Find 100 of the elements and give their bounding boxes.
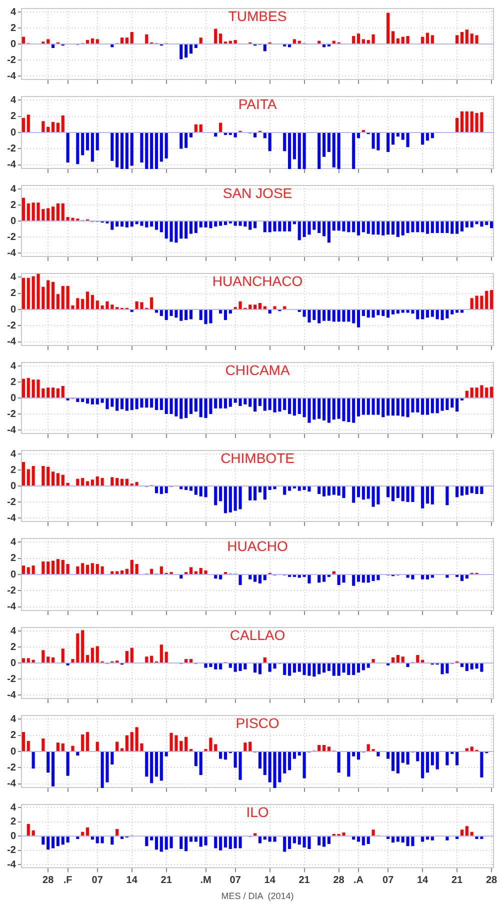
- y-tick-label: -4: [7, 248, 16, 259]
- x-tick-label: 21: [451, 874, 464, 886]
- bar: [460, 575, 464, 581]
- y-tick-label: 0: [10, 830, 16, 842]
- bar: [194, 44, 198, 48]
- bar: [61, 286, 64, 309]
- bar: [263, 575, 266, 580]
- bar: [56, 388, 60, 398]
- bar: [56, 473, 60, 486]
- bar: [96, 39, 99, 44]
- bar: [180, 486, 183, 490]
- bar: [352, 752, 356, 756]
- y-tick-label: 0: [10, 304, 16, 316]
- bar: [396, 752, 400, 774]
- bar: [263, 44, 266, 52]
- bar: [189, 133, 193, 138]
- bar: [96, 133, 99, 150]
- y-tick-label: -2: [7, 320, 16, 332]
- bar: [184, 44, 188, 58]
- bar: [430, 836, 434, 840]
- bar: [189, 836, 193, 842]
- bar: [465, 486, 468, 495]
- y-tick-label: 4: [10, 272, 16, 283]
- bar: [436, 752, 439, 770]
- bar: [362, 310, 365, 316]
- bar: [96, 476, 99, 486]
- bar: [426, 486, 430, 504]
- bar: [263, 398, 266, 411]
- bar: [86, 133, 90, 150]
- y-tick-label: 4: [10, 536, 16, 548]
- bar: [318, 745, 321, 751]
- bar: [283, 222, 286, 232]
- bar: [56, 836, 60, 846]
- bar: [180, 740, 183, 751]
- bar: [283, 664, 286, 675]
- bar: [318, 575, 321, 583]
- bar: [22, 118, 25, 132]
- bar: [184, 836, 188, 852]
- bar: [396, 398, 400, 416]
- bar: [332, 664, 336, 676]
- bar: [337, 752, 340, 773]
- bar: [90, 480, 94, 486]
- chart-title: CALLAO: [230, 626, 286, 643]
- bar: [96, 836, 99, 844]
- bar: [66, 752, 70, 776]
- bar: [145, 222, 148, 228]
- chart-title: SAN JOSE: [222, 184, 292, 201]
- bar: [298, 486, 301, 491]
- bar: [145, 34, 148, 44]
- bar: [288, 398, 292, 414]
- bar: [130, 648, 134, 662]
- bar: [456, 486, 459, 498]
- bar: [254, 664, 257, 673]
- x-tick-label: 28: [42, 874, 54, 886]
- bar: [71, 746, 74, 751]
- bar: [456, 118, 459, 132]
- bar: [96, 742, 99, 751]
- bar: [254, 833, 257, 836]
- x-tick-label: 21: [298, 874, 310, 886]
- bar: [184, 310, 188, 320]
- bar: [258, 836, 262, 844]
- bar: [352, 222, 356, 232]
- bar: [90, 294, 94, 309]
- bar: [490, 386, 494, 398]
- bar: [76, 133, 80, 164]
- bar: [258, 664, 262, 674]
- bar: [386, 133, 390, 152]
- bar: [130, 398, 134, 410]
- bar: [386, 12, 390, 44]
- bar: [421, 310, 424, 320]
- bar: [224, 310, 227, 320]
- bar: [214, 398, 218, 408]
- bar: [184, 486, 188, 490]
- bar: [288, 664, 292, 676]
- bar: [396, 486, 400, 498]
- bar: [396, 310, 400, 314]
- bar: [154, 133, 158, 169]
- bar: [184, 736, 188, 751]
- bar: [362, 39, 365, 44]
- bar: [90, 836, 94, 840]
- bar: [22, 278, 25, 309]
- bar: [254, 486, 257, 500]
- y-tick-label: 4: [10, 6, 16, 18]
- bar: [292, 836, 296, 844]
- bar: [366, 836, 370, 844]
- bar: [298, 398, 301, 414]
- bar: [352, 836, 356, 840]
- y-tick-label: 2: [10, 376, 16, 388]
- bar: [219, 664, 222, 670]
- bar: [248, 742, 252, 751]
- bar: [160, 566, 163, 574]
- bar: [391, 222, 395, 235]
- y-tick-label: -2: [7, 143, 16, 154]
- bar: [254, 133, 257, 138]
- bar: [26, 203, 30, 220]
- bar: [86, 292, 90, 309]
- y-tick-label: 2: [10, 200, 16, 211]
- bar: [46, 39, 50, 44]
- bar: [199, 124, 202, 132]
- bar: [194, 836, 198, 842]
